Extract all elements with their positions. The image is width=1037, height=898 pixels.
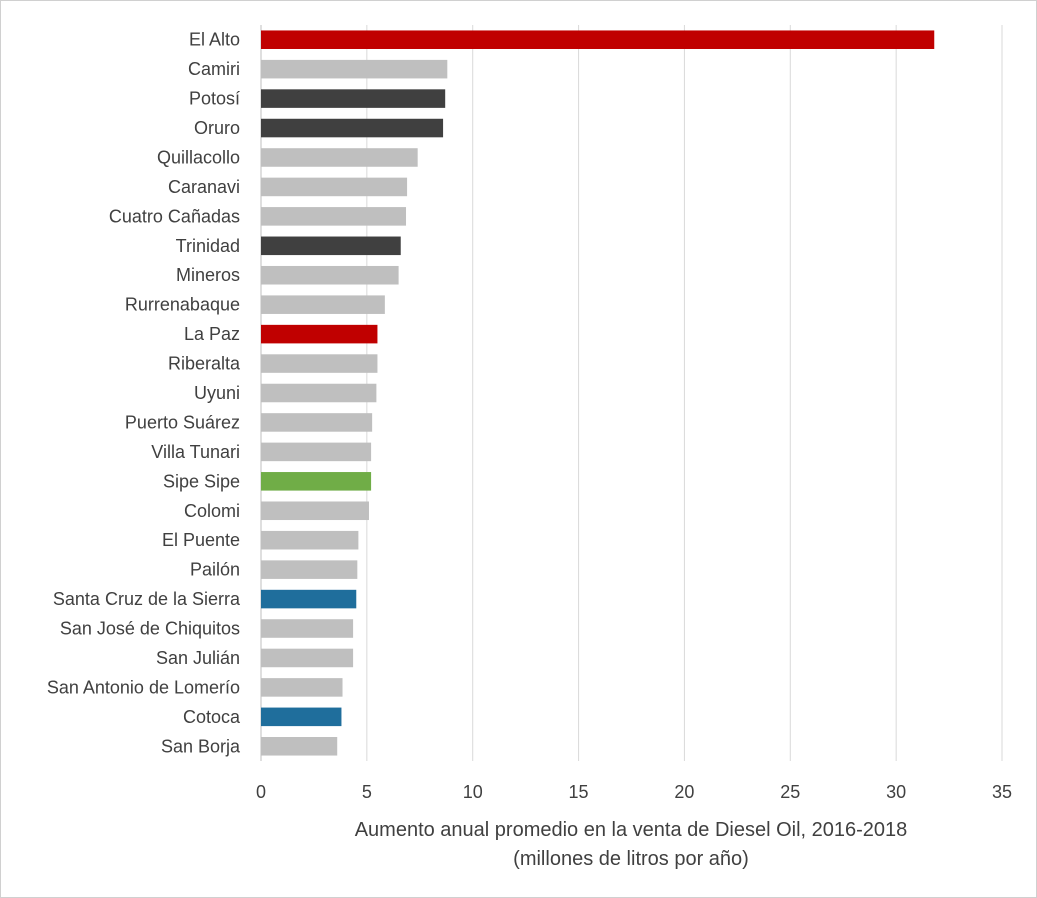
x-tick-label: 35 <box>992 782 1012 802</box>
category-label: Quillacollo <box>157 147 240 167</box>
category-label: Sipe Sipe <box>163 471 240 491</box>
bar <box>261 472 372 491</box>
category-label: Trinidad <box>176 236 240 256</box>
bar <box>261 589 357 609</box>
x-tick-label: 25 <box>780 782 800 802</box>
category-label: San José de Chiquitos <box>60 619 240 639</box>
bar <box>261 148 418 167</box>
category-label: Pailón <box>190 560 240 580</box>
bar <box>261 295 385 314</box>
category-label: Puerto Suárez <box>125 412 240 432</box>
x-tick-label: 15 <box>569 782 589 802</box>
category-label: La Paz <box>184 324 240 344</box>
gridlines <box>260 25 1003 761</box>
bar <box>261 737 338 756</box>
bar <box>261 177 408 197</box>
bar <box>261 89 446 108</box>
bar <box>261 30 935 49</box>
category-label: El Puente <box>162 530 240 550</box>
category-label: Santa Cruz de la Sierra <box>53 589 241 609</box>
category-labels: El Alto Camiri Potosí Oruro Quillacollo Caran… <box>47 30 241 757</box>
x-tick-label: 0 <box>256 782 266 802</box>
bar <box>261 707 342 727</box>
bar <box>261 324 378 344</box>
bar <box>261 236 401 256</box>
bars <box>261 30 935 756</box>
bar <box>261 118 444 138</box>
x-tick-label: 30 <box>886 782 906 802</box>
category-label: San Borja <box>161 736 241 756</box>
category-label: Riberalta <box>168 354 241 374</box>
bar <box>261 501 369 521</box>
bar <box>261 442 372 462</box>
bar <box>261 678 343 697</box>
category-label: Cuatro Cañadas <box>109 206 240 226</box>
x-axis-title-line2: (millones de litros por año) <box>513 848 749 870</box>
bar <box>261 619 354 638</box>
x-tick-label: 5 <box>362 782 372 802</box>
x-tick-labels: 0 5 10 15 20 25 30 35 <box>256 782 1012 802</box>
category-label: Oruro <box>194 118 240 138</box>
category-label: Caranavi <box>168 177 240 197</box>
bar <box>261 207 407 226</box>
bar <box>261 265 399 285</box>
bar <box>261 648 354 668</box>
category-label: Uyuni <box>194 383 240 403</box>
bar <box>261 354 378 373</box>
category-label: El Alto <box>189 30 240 50</box>
category-label: Villa Tunari <box>151 442 240 462</box>
category-label: San Antonio de Lomerío <box>47 677 240 697</box>
bar <box>261 59 448 79</box>
bar <box>261 383 377 403</box>
category-label: Cotoca <box>183 707 241 727</box>
category-label: San Julián <box>156 648 240 668</box>
x-tick-label: 10 <box>463 782 483 802</box>
x-axis-title: Aumento anual promedio en la venta de Di… <box>355 819 908 841</box>
bar <box>261 413 373 432</box>
category-label: Colomi <box>184 501 240 521</box>
category-label: Rurrenabaque <box>125 295 240 315</box>
bar <box>261 560 358 579</box>
x-tick-label: 20 <box>674 782 694 802</box>
bar <box>261 530 359 550</box>
category-label: Camiri <box>188 59 240 79</box>
category-label: Mineros <box>176 265 240 285</box>
category-label: Potosí <box>189 89 240 109</box>
